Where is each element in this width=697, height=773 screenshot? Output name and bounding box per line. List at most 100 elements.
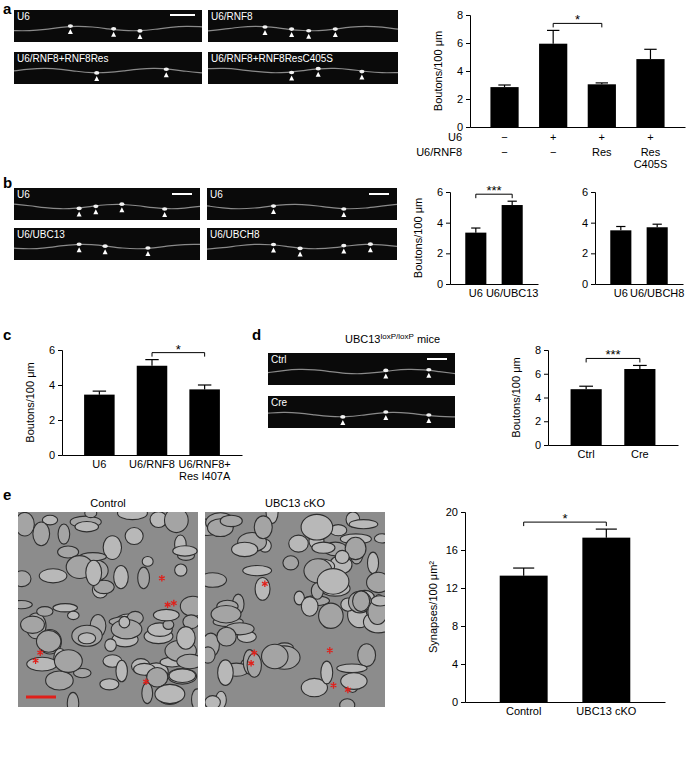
micrograph-background bbox=[14, 52, 202, 84]
x-tick: U6/RNF8+Res I407A bbox=[178, 455, 230, 482]
y-tick-mark bbox=[461, 550, 465, 551]
y-tick-label: 0 bbox=[535, 439, 541, 451]
y-tick-label: 4 bbox=[49, 379, 55, 391]
significance-label: * bbox=[562, 511, 567, 526]
y-axis: 0246 bbox=[437, 186, 451, 290]
synapse-marker bbox=[345, 687, 351, 694]
bouton bbox=[341, 244, 346, 248]
x-axis bbox=[471, 127, 686, 129]
significance-label: *** bbox=[605, 347, 620, 362]
error-bar bbox=[471, 228, 480, 233]
bar bbox=[647, 227, 668, 284]
y-tick: 4 bbox=[437, 217, 450, 229]
em-profile bbox=[105, 639, 117, 651]
y-tick-label: 20 bbox=[446, 506, 458, 518]
panel-title-part: UBC13 bbox=[345, 333, 380, 345]
y-axis: 02468 bbox=[457, 9, 471, 133]
arrowhead bbox=[340, 420, 345, 425]
scale-bar bbox=[26, 696, 56, 699]
em-profile bbox=[165, 512, 189, 533]
error-bar-stem bbox=[553, 30, 554, 43]
em-background bbox=[18, 512, 198, 707]
em-profile bbox=[180, 596, 198, 616]
x-axis: U6 U6/RNF8U6/RNF8+Res I407A bbox=[63, 455, 243, 482]
y-tick-mark bbox=[544, 374, 548, 375]
table-cell: − bbox=[550, 146, 556, 158]
micrograph-background bbox=[208, 52, 398, 84]
em-profile bbox=[301, 597, 318, 617]
error-bar-cap bbox=[653, 224, 662, 225]
y-tick-mark bbox=[544, 421, 548, 422]
y-tick-label: 4 bbox=[437, 217, 443, 229]
em-profile bbox=[317, 569, 349, 595]
error-bar bbox=[616, 227, 625, 231]
y-tick: 8 bbox=[535, 344, 548, 356]
bouton bbox=[145, 246, 150, 250]
bouton bbox=[271, 204, 276, 208]
bar bbox=[84, 395, 115, 455]
y-tick: 4 bbox=[452, 658, 465, 670]
y-tick: 0 bbox=[452, 696, 465, 708]
panel-letter: c bbox=[3, 326, 11, 343]
em-profile bbox=[349, 520, 378, 529]
y-tick-label: 6 bbox=[437, 186, 443, 198]
em-texture bbox=[18, 512, 198, 707]
arrowhead bbox=[426, 418, 431, 423]
significance-label: * bbox=[176, 342, 181, 357]
error-bar-cap bbox=[596, 528, 617, 529]
bouton bbox=[137, 29, 142, 33]
y-tick-label: 8 bbox=[535, 344, 541, 356]
axon bbox=[14, 68, 202, 73]
em-profile bbox=[39, 569, 67, 583]
arrowhead bbox=[298, 251, 303, 256]
em-profile bbox=[163, 620, 174, 629]
plot-area bbox=[465, 201, 522, 284]
panel-title-sup: loxP/loxP bbox=[380, 332, 413, 341]
bar bbox=[624, 369, 655, 445]
em-profile bbox=[21, 616, 45, 633]
x-tick-label: U6/RNF8 bbox=[129, 458, 175, 470]
em-profile bbox=[153, 609, 179, 620]
arrowhead bbox=[263, 30, 268, 35]
em-profile bbox=[168, 669, 197, 685]
micrograph-label: U6/RNF8+RNF8ResC405S bbox=[211, 53, 333, 64]
micrograph-label: U6 bbox=[210, 189, 223, 200]
plot-area bbox=[500, 529, 631, 702]
y-tick-mark bbox=[544, 398, 548, 399]
arrowhead bbox=[289, 32, 294, 37]
y-tick-mark bbox=[446, 284, 450, 285]
x-tick-label: Cre bbox=[631, 448, 649, 460]
bar bbox=[137, 366, 168, 455]
arrowhead bbox=[368, 247, 373, 252]
em-profile bbox=[353, 591, 370, 612]
em-profile bbox=[37, 607, 53, 617]
synapse-marker bbox=[331, 682, 337, 689]
panel-letter: b bbox=[3, 174, 12, 191]
x-axis-line bbox=[596, 284, 684, 285]
error-bar bbox=[93, 391, 106, 395]
y-axis-line bbox=[461, 513, 466, 703]
axon bbox=[208, 26, 398, 30]
plot-area bbox=[571, 365, 656, 445]
x-axis-line bbox=[451, 284, 539, 285]
em-profile bbox=[205, 647, 215, 663]
em-profile bbox=[125, 528, 143, 545]
x-tick: U6 bbox=[614, 284, 628, 299]
arrowhead bbox=[306, 34, 311, 39]
arrowhead bbox=[341, 249, 346, 254]
y-tick-label: 2 bbox=[457, 93, 463, 105]
synapse-marker bbox=[171, 600, 177, 607]
micrograph-background bbox=[14, 188, 200, 220]
micrograph-label: UBC13 cKO bbox=[265, 497, 325, 509]
em-profile bbox=[46, 671, 74, 690]
table-cell: Res bbox=[592, 146, 612, 158]
y-axis-line bbox=[544, 351, 549, 446]
bar bbox=[490, 87, 518, 127]
em-profile bbox=[283, 556, 299, 570]
synapse-marker bbox=[37, 649, 43, 656]
micrograph-label: U6/UBC13 bbox=[17, 229, 65, 240]
x-tick: U6 bbox=[92, 455, 106, 470]
error-bar-cap bbox=[513, 567, 534, 568]
bar-chart: 02468CtrlCreBoutons/100 μm*** bbox=[510, 344, 679, 460]
error-bar bbox=[653, 224, 662, 227]
